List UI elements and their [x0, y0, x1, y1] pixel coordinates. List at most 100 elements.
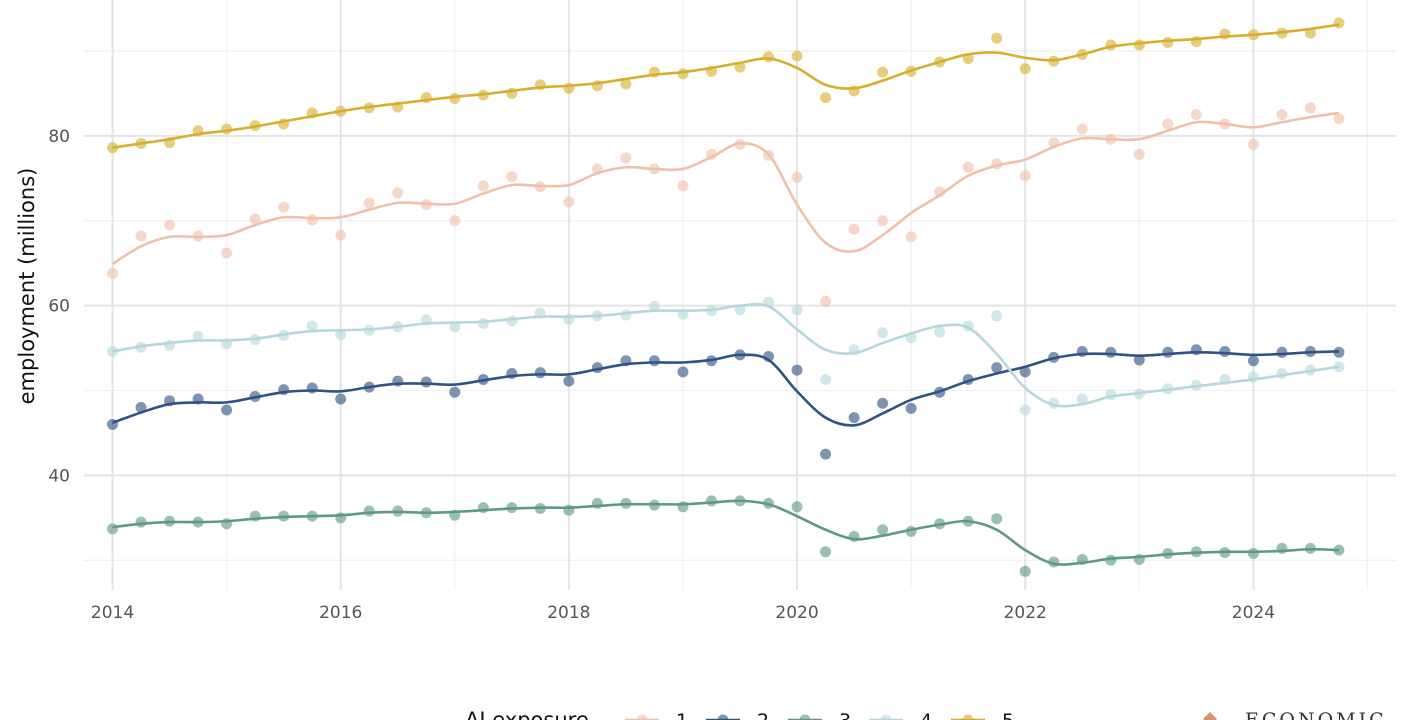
- series-5-point: [1162, 36, 1174, 48]
- series-2-trend-line: [112, 350, 1339, 427]
- series-2-point: [449, 386, 461, 398]
- series-2-point: [1219, 345, 1231, 357]
- series-5-point: [877, 66, 889, 78]
- series-1-point: [962, 161, 974, 173]
- series-3-point: [1019, 565, 1031, 577]
- series-1-point: [392, 187, 404, 199]
- series-1-point: [335, 229, 347, 241]
- series-1-point: [677, 180, 689, 192]
- source-logo: ECONOMIC: [1203, 709, 1387, 720]
- series-5-point: [1333, 17, 1345, 29]
- series-1-point: [135, 230, 147, 242]
- series-2-point: [991, 362, 1003, 374]
- legend-label: 5: [1002, 710, 1014, 720]
- series-1-point: [1247, 138, 1259, 150]
- series-4-point: [820, 373, 832, 385]
- x-tick-label: 2024: [1232, 603, 1275, 623]
- series-1-point: [164, 219, 176, 231]
- series-4-point: [335, 328, 347, 340]
- series-1-point: [1190, 109, 1202, 121]
- series-1-point: [1133, 149, 1145, 161]
- series-5-point: [1019, 63, 1031, 75]
- series-1-point: [791, 171, 803, 183]
- y-tick-label: 40: [48, 466, 70, 486]
- series-5-point: [620, 78, 632, 90]
- series-5-point: [991, 32, 1003, 44]
- y-tick-label: 60: [48, 297, 70, 317]
- series-2-point: [221, 404, 233, 416]
- series-2-point: [1247, 355, 1259, 367]
- legend-label: 3: [839, 710, 851, 720]
- x-tick-label: 2016: [319, 603, 362, 623]
- series-1-point: [905, 231, 917, 243]
- series-1-point: [506, 171, 518, 183]
- series-4-point: [306, 320, 318, 332]
- legend-title: AI exposure: [465, 708, 589, 720]
- source-label: ECONOMIC: [1245, 709, 1387, 720]
- series-1-point: [563, 196, 575, 208]
- series-1-trend-line: [111, 111, 1340, 266]
- series-2-point: [648, 355, 660, 367]
- legend-key-point: [962, 714, 974, 720]
- series-1-point: [363, 197, 375, 209]
- source-logo-diamond-icon: [1203, 712, 1217, 720]
- series-3-trend-line: [112, 499, 1339, 566]
- series-1-point: [877, 215, 889, 227]
- series-1-point: [221, 247, 233, 259]
- legend-item-5: 5: [951, 710, 1014, 720]
- series-1-point: [107, 267, 119, 279]
- x-tick-label: 2014: [91, 603, 134, 623]
- series-4-point: [991, 310, 1003, 322]
- series-1-point: [306, 214, 318, 226]
- series-3-point: [991, 513, 1003, 525]
- series-2-points: [107, 344, 1345, 460]
- series-4-point: [506, 315, 518, 327]
- series-4-point: [877, 327, 889, 339]
- series-4-point: [934, 326, 946, 338]
- series-1-point: [1019, 170, 1031, 182]
- series-2-point: [848, 412, 860, 424]
- series-1-point: [249, 213, 261, 225]
- series-4-point: [192, 330, 204, 342]
- series-2-point: [820, 448, 832, 460]
- legend-item-1: 1: [625, 710, 688, 720]
- series-2-point: [563, 375, 575, 387]
- y-tick-label: 80: [48, 127, 70, 147]
- series-4-point: [477, 317, 489, 329]
- series-1-point: [820, 295, 832, 307]
- series-1-point: [477, 180, 489, 192]
- series-2-point: [1105, 346, 1117, 358]
- legend: AI exposure 1 2 3 4 5: [465, 708, 1014, 720]
- series-2-point: [1162, 346, 1174, 358]
- series-5-point: [763, 51, 775, 63]
- series-1-point: [1276, 109, 1288, 121]
- legend-item-4: 4: [869, 710, 932, 720]
- series-2-point: [534, 367, 546, 379]
- series-4-point: [648, 300, 660, 312]
- series-2-point: [1276, 346, 1288, 358]
- series-2-point: [1133, 354, 1145, 366]
- series-1-point: [1076, 123, 1088, 135]
- y-axis-title: employment (millions): [15, 168, 39, 405]
- legend-key-point: [880, 714, 892, 720]
- series-1-points: [107, 102, 1345, 307]
- series-4-point: [449, 321, 461, 333]
- series-5-trend-line: [112, 23, 1340, 149]
- series-5-point: [820, 92, 832, 104]
- series-layer: [107, 17, 1345, 577]
- series-3-point: [877, 524, 889, 536]
- series-4-point: [1019, 404, 1031, 416]
- series-5-point: [791, 50, 803, 62]
- x-tick-label: 2022: [1004, 603, 1047, 623]
- series-2-point: [905, 402, 917, 414]
- series-1-point: [1333, 113, 1345, 125]
- series-1-point: [1162, 118, 1174, 130]
- x-tick-label: 2020: [775, 603, 818, 623]
- series-2-point: [335, 393, 347, 405]
- series-1-point: [620, 152, 632, 164]
- legend-label: 1: [676, 710, 688, 720]
- series-5-point: [1133, 39, 1145, 51]
- legend-item-3: 3: [788, 710, 851, 720]
- series-4-trend-line: [112, 303, 1340, 408]
